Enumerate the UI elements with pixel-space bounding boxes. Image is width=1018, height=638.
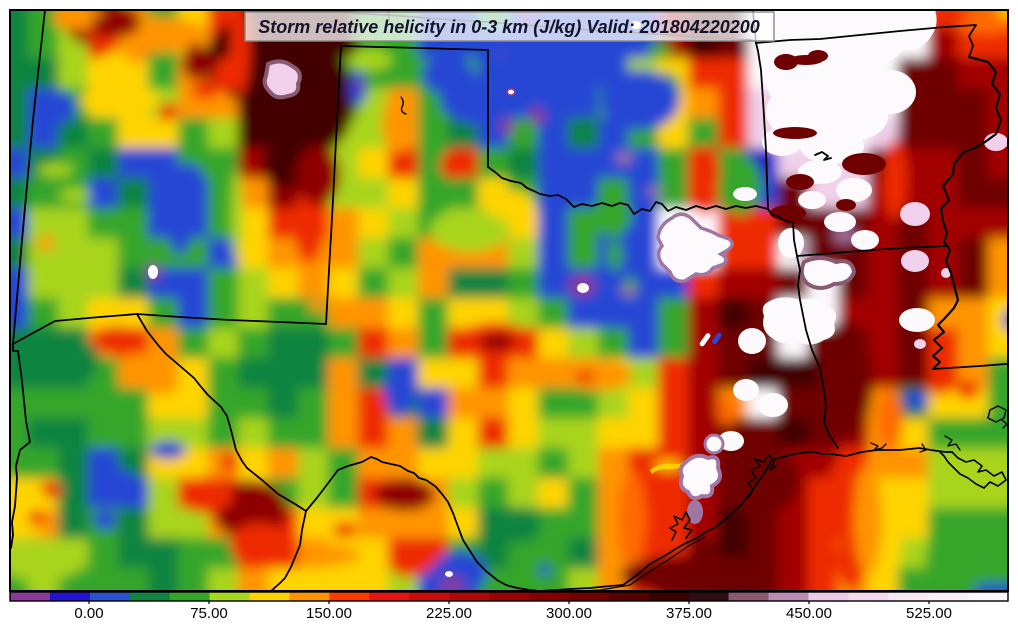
svg-text:0.00: 0.00 [74, 605, 103, 622]
svg-text:150.00: 150.00 [306, 605, 352, 622]
svg-text:75.00: 75.00 [190, 605, 228, 622]
svg-text:300.00: 300.00 [546, 605, 592, 622]
svg-text:225.00: 225.00 [426, 605, 472, 622]
svg-text:450.00: 450.00 [786, 605, 832, 622]
svg-text:525.00: 525.00 [906, 605, 952, 622]
svg-text:Storm relative helicity in 0-3: Storm relative helicity in 0-3 km (J/kg)… [258, 17, 760, 37]
svg-text:375.00: 375.00 [666, 605, 712, 622]
